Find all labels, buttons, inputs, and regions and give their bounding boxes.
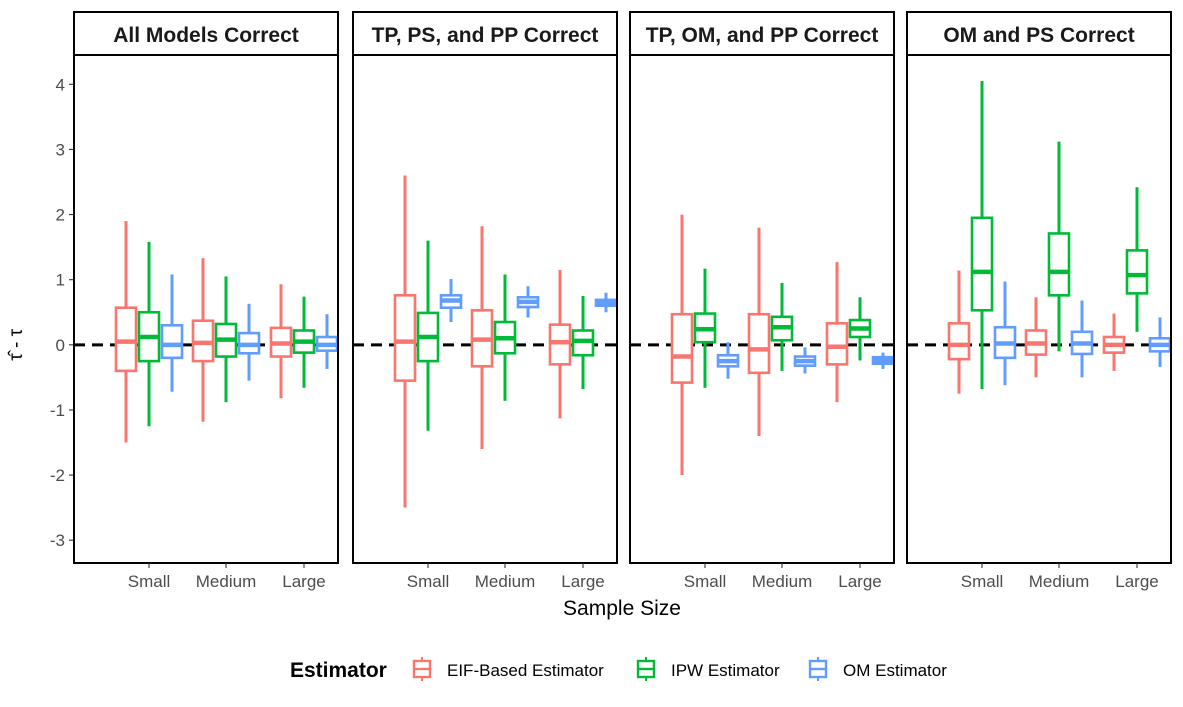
boxplot-om-estimator-medium: [237, 303, 261, 381]
iqr-box: [670, 312, 694, 384]
facet-title: OM and PS Correct: [943, 24, 1134, 47]
x-tick-label: Medium: [196, 572, 256, 591]
boxplot-om-estimator-large: [594, 292, 618, 313]
iqr-box: [947, 322, 971, 361]
facet-strip: [629, 11, 895, 56]
facet-title: All Models Correct: [113, 24, 299, 47]
x-tick-label: Large: [1115, 572, 1158, 591]
legend: Estimator EIF-Based Estimator IPW Estimato…: [290, 657, 947, 682]
boxplot-eif-based-estimator-large: [269, 284, 293, 399]
boxplot-eif-based-estimator-small: [393, 175, 417, 508]
iqr-box: [747, 312, 771, 375]
boxplot-eif-based-estimator-medium: [1024, 297, 1048, 378]
facet-title: TP, OM, and PP Correct: [646, 24, 879, 47]
iqr-box: [548, 323, 572, 366]
boxplot-ipw-estimator-medium: [770, 282, 794, 371]
facet-strip: [906, 11, 1172, 56]
boxplot-om-estimator-small: [160, 274, 184, 392]
boxplot-om-estimator-large: [315, 314, 339, 369]
y-tick-label: -1: [50, 401, 65, 420]
boxplot-ipw-estimator-large: [1125, 187, 1149, 332]
boxplot-eif-based-estimator-small: [947, 270, 971, 394]
y-tick-label: 2: [56, 206, 65, 225]
panel-border: [629, 54, 895, 564]
legend-title: Estimator: [290, 659, 387, 682]
iqr-box: [1047, 232, 1071, 297]
iqr-box: [114, 306, 138, 373]
boxplot-eif-based-estimator-medium: [470, 226, 494, 450]
iqr-box: [393, 294, 417, 382]
x-tick-label: Small: [961, 572, 1004, 591]
x-tick-label: Large: [561, 572, 604, 591]
boxplot-om-estimator-small: [439, 279, 463, 323]
facet-title: TP, PS, and PP Correct: [372, 24, 599, 47]
x-tick-label: Small: [128, 572, 171, 591]
boxplot-ipw-estimator-small: [137, 241, 161, 427]
boxplot-ipw-estimator-medium: [493, 274, 517, 401]
boxplot-ipw-estimator-large: [292, 296, 316, 388]
x-tick-label: Large: [282, 572, 325, 591]
y-tick-label: -3: [50, 531, 65, 550]
boxplot-ipw-estimator-large: [848, 297, 872, 361]
boxplot-om-estimator-large: [871, 352, 895, 369]
boxplot-eif-based-estimator-medium: [747, 227, 771, 436]
panel-border: [73, 54, 339, 564]
legend-item: OM Estimator: [808, 657, 947, 681]
boxplot-ipw-estimator-small: [970, 81, 994, 390]
boxplot-om-estimator-medium: [1070, 300, 1094, 378]
boxplot-eif-based-estimator-large: [825, 262, 849, 403]
facet-strip: [73, 11, 339, 56]
y-tick-label: 0: [56, 336, 65, 355]
boxplot-om-estimator-medium: [516, 286, 540, 318]
facet-strip: [352, 11, 618, 56]
panel-border: [352, 54, 618, 564]
facet-panel: OM and PS Correct Small Medium Large: [906, 11, 1172, 591]
x-tick-label: Small: [407, 572, 450, 591]
legend-item: IPW Estimator: [636, 657, 780, 681]
boxplot-ipw-estimator-medium: [1047, 141, 1071, 352]
x-tick-label: Medium: [1029, 572, 1089, 591]
boxplot-om-estimator-medium: [793, 347, 817, 374]
boxplot-om-estimator-small: [716, 342, 740, 379]
facet-panel: TP, PS, and PP Correct Small Medium Large: [352, 11, 618, 591]
x-tick-label: Medium: [752, 572, 812, 591]
y-axis-title: τ̂ - τ: [6, 328, 27, 360]
boxplot-ipw-estimator-large: [571, 295, 595, 390]
boxplot-ipw-estimator-medium: [214, 276, 238, 403]
iqr-box: [160, 323, 184, 360]
x-axis-title: Sample Size: [563, 597, 681, 620]
y-tick-label: 1: [56, 271, 65, 290]
panel-border: [906, 54, 1172, 564]
boxplot-ipw-estimator-small: [416, 240, 440, 431]
boxplot-om-estimator-small: [993, 281, 1017, 386]
legend-item: EIF-Based Estimator: [412, 657, 604, 681]
y-tick-label: 3: [56, 140, 65, 159]
boxplot-eif-based-estimator-small: [670, 214, 694, 476]
x-tick-label: Medium: [475, 572, 535, 591]
legend-label: EIF-Based Estimator: [447, 661, 604, 680]
x-tick-label: Large: [838, 572, 881, 591]
boxplot-ipw-estimator-small: [693, 268, 717, 388]
facet-panel: All Models Correct Small Medium Large: [73, 11, 339, 591]
boxplot-eif-based-estimator-large: [1102, 313, 1126, 371]
legend-label: IPW Estimator: [671, 661, 780, 680]
iqr-box: [825, 322, 849, 366]
iqr-box: [970, 216, 994, 312]
y-tick-label: -2: [50, 466, 65, 485]
boxplot-eif-based-estimator-small: [114, 221, 138, 443]
iqr-box: [1125, 249, 1149, 295]
y-tick-label: 4: [56, 75, 65, 94]
boxplot-eif-based-estimator-large: [548, 269, 572, 419]
legend-label: OM Estimator: [843, 661, 947, 680]
boxplot-eif-based-estimator-medium: [191, 258, 215, 422]
x-tick-label: Small: [684, 572, 727, 591]
boxplot-om-estimator-large: [1148, 317, 1172, 367]
facet-panel: TP, OM, and PP Correct Small Medium Large: [629, 11, 895, 591]
